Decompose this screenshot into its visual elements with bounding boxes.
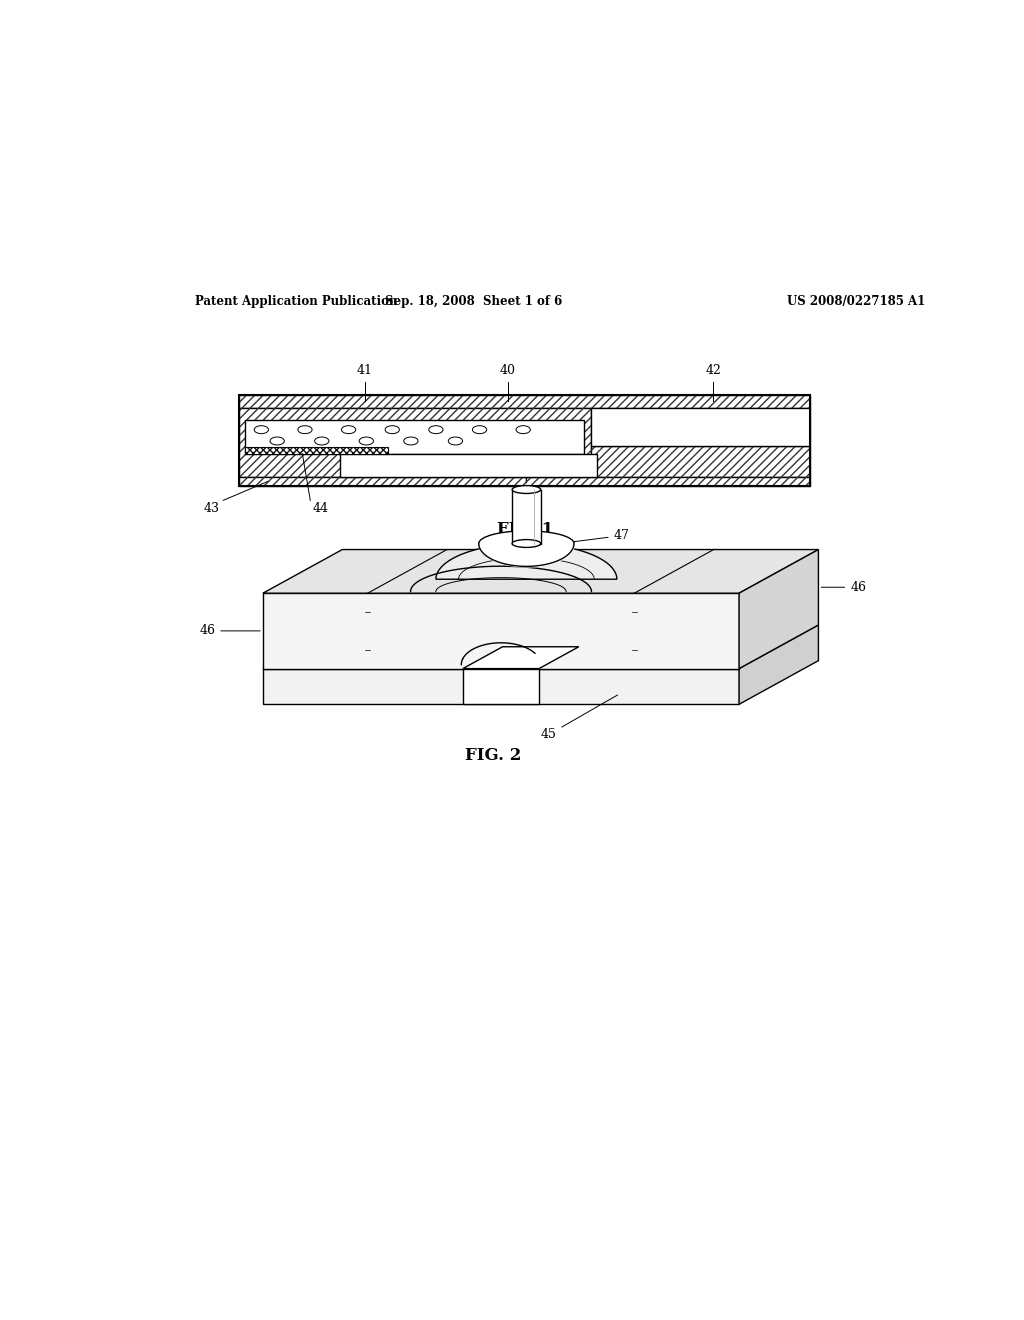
Text: FIG. 2: FIG. 2 xyxy=(465,747,521,764)
Ellipse shape xyxy=(359,437,374,445)
Ellipse shape xyxy=(472,425,486,434)
Text: US 2008/0227185 A1: US 2008/0227185 A1 xyxy=(786,296,925,308)
Ellipse shape xyxy=(403,437,418,445)
Bar xyxy=(246,447,388,454)
Ellipse shape xyxy=(512,486,541,494)
Bar xyxy=(340,454,597,477)
Text: Patent Application Publication: Patent Application Publication xyxy=(196,296,398,308)
Ellipse shape xyxy=(254,425,268,434)
Ellipse shape xyxy=(298,425,312,434)
Bar xyxy=(263,593,739,669)
Bar xyxy=(240,477,811,486)
Ellipse shape xyxy=(516,425,530,434)
Bar xyxy=(240,408,591,477)
Ellipse shape xyxy=(341,425,355,434)
Text: FIG. 1: FIG. 1 xyxy=(497,521,553,539)
Bar xyxy=(246,447,388,454)
Text: 41: 41 xyxy=(356,364,373,378)
Bar xyxy=(240,395,811,486)
Polygon shape xyxy=(263,549,818,593)
Text: 45: 45 xyxy=(541,694,617,741)
Ellipse shape xyxy=(314,437,329,445)
Text: 46: 46 xyxy=(821,581,866,594)
Bar xyxy=(591,408,811,446)
Ellipse shape xyxy=(512,540,541,548)
Polygon shape xyxy=(263,624,818,669)
Bar xyxy=(240,395,811,408)
Bar xyxy=(512,490,541,544)
Ellipse shape xyxy=(429,425,443,434)
Ellipse shape xyxy=(479,531,574,556)
Ellipse shape xyxy=(270,437,285,445)
Ellipse shape xyxy=(385,425,399,434)
Bar xyxy=(240,395,811,408)
Ellipse shape xyxy=(449,437,463,445)
Text: 40: 40 xyxy=(500,364,516,378)
Polygon shape xyxy=(463,647,579,669)
Text: 42: 42 xyxy=(706,364,721,378)
Bar xyxy=(240,408,591,477)
Text: 43: 43 xyxy=(203,502,219,515)
Bar xyxy=(246,420,584,454)
Polygon shape xyxy=(739,624,818,705)
Text: 46: 46 xyxy=(200,624,260,638)
Bar xyxy=(263,669,739,705)
Bar xyxy=(591,446,811,477)
Polygon shape xyxy=(739,549,818,669)
Bar xyxy=(591,446,811,477)
Bar xyxy=(240,477,811,486)
Text: 44: 44 xyxy=(312,502,329,515)
Text: Sep. 18, 2008  Sheet 1 of 6: Sep. 18, 2008 Sheet 1 of 6 xyxy=(385,296,562,308)
Text: 47: 47 xyxy=(562,529,630,543)
Polygon shape xyxy=(436,544,616,579)
Bar xyxy=(463,669,539,705)
